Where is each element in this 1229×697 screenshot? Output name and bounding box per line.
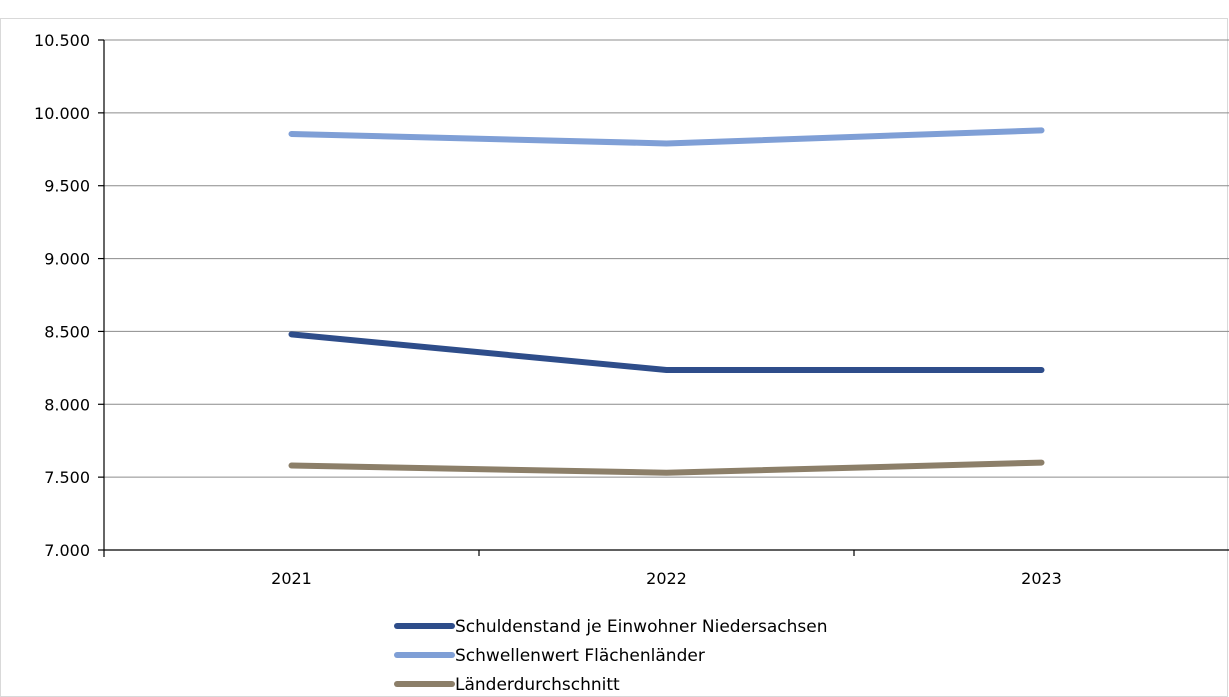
y-tick-label-3: 8.500 — [44, 322, 90, 341]
x-tick-label-2: 2023 — [1021, 569, 1062, 588]
grid-lines — [104, 39, 1229, 478]
y-axis-ticks: 7.000 7.500 8.000 8.500 9.000 9.500 10.000 10.5… — [34, 31, 104, 560]
axes — [103, 40, 1229, 557]
x-tick-label-0: 2021 — [271, 569, 312, 588]
legend-item-1: Schwellenwert Flächenländer — [394, 646, 705, 666]
series-line-2 — [288, 459, 1045, 476]
x-axis-ticks: 2021 2022 2023 — [271, 550, 1062, 588]
legend-item-0: Schuldenstand je Einwohner Niedersachsen — [394, 617, 828, 637]
y-tick-label-6: 10.000 — [34, 104, 90, 123]
y-tick-label-4: 9.000 — [44, 250, 90, 269]
legend-label-2: Länderdurchschnitt — [455, 675, 620, 695]
y-tick-label-0: 7.000 — [44, 541, 90, 560]
series-lines — [288, 127, 1045, 476]
y-tick-label-7: 10.500 — [34, 31, 90, 50]
x-tick-label-1: 2022 — [646, 569, 687, 588]
legend: Schuldenstand je Einwohner Niedersachsen… — [394, 617, 828, 695]
legend-label-0: Schuldenstand je Einwohner Niedersachsen — [455, 617, 828, 637]
y-tick-label-2: 8.000 — [44, 395, 90, 414]
legend-label-1: Schwellenwert Flächenländer — [455, 646, 705, 666]
series-line-0 — [288, 331, 1045, 374]
legend-item-2: Länderdurchschnitt — [394, 675, 620, 695]
y-tick-label-5: 9.500 — [44, 177, 90, 196]
chart-frame — [0, 18, 1228, 697]
series-line-1 — [288, 127, 1045, 147]
y-tick-label-1: 7.500 — [44, 468, 90, 487]
